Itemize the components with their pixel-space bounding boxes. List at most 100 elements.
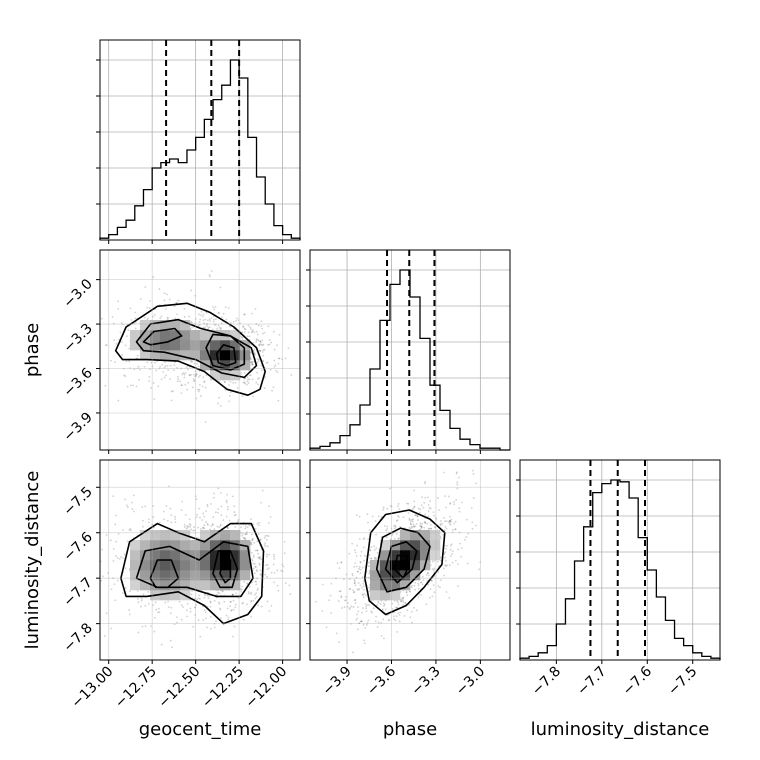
scatter-point [256,377,259,380]
scatter-point [449,548,452,551]
scatter-point [256,540,259,543]
scatter-point [216,594,219,596]
scatter-point [153,526,155,529]
scatter-point [369,557,372,560]
density-cell [380,590,391,601]
contour-level-0 [114,302,266,396]
hist-background [100,40,300,240]
density-cell [220,580,231,591]
scatter-point [198,388,201,391]
contour-level-3 [212,550,239,589]
scatter-point [405,502,408,505]
scatter-point [437,571,440,573]
scatter-point [437,497,439,499]
scatter-point [169,612,172,615]
scatter-point [244,525,247,528]
scatter-point [246,533,248,535]
scatter-point [240,336,243,339]
scatter-point [321,610,324,612]
scatter-point [150,625,152,628]
x-tick-label: −3.0 [453,664,488,699]
scatter-point [257,324,260,327]
scatter-point [260,573,263,576]
scatter-point [254,527,257,530]
scatter-point [187,381,190,384]
scatter-point [126,540,129,543]
scatter-point [220,617,222,619]
scatter-point [232,599,235,602]
scatter-point [248,585,251,588]
density-frame [309,459,511,661]
scatter-point [173,364,176,367]
density-cell [230,340,241,351]
scatter-point [397,538,400,541]
scatter-point [402,601,405,604]
density-cell [210,350,221,361]
scatter-point [188,315,190,318]
scatter-point [239,374,242,376]
scatter-point [382,508,385,511]
scatter-point [152,315,155,318]
scatter-point [404,601,407,604]
density-cell [210,570,221,581]
scatter-point [240,590,242,593]
scatter-point [408,590,411,593]
scatter-point [103,635,106,637]
scatter-point [373,556,376,559]
scatter-point [109,539,112,542]
scatter-point [201,605,204,608]
scatter-point [450,518,453,521]
scatter-point [275,369,277,372]
scatter-point [359,568,362,571]
scatter-point [472,473,475,475]
scatter-point [218,312,220,315]
scatter-point [460,547,463,549]
scatter-point [170,399,173,402]
scatter-point [413,500,416,503]
scatter-point [227,307,230,309]
scatter-point [254,562,256,565]
density-cell [220,350,231,361]
scatter-point [358,588,361,590]
scatter-point [368,529,371,531]
scatter-point [361,593,364,596]
scatter-point [244,377,246,380]
scatter-point [117,300,119,303]
density-cell [420,550,431,561]
scatter-point [235,319,237,322]
x-tick-label: −12.75 [112,664,160,712]
scatter-point [199,395,202,398]
scatter-point [373,545,376,548]
scatter-point [340,561,343,564]
scatter-point [173,305,176,308]
scatter-point [206,503,209,506]
density-cell [140,570,151,581]
density-cell [200,570,211,581]
scatter-point [432,584,435,586]
scatter-point [91,341,93,343]
scatter-point [174,521,177,524]
scatter-point [347,602,349,604]
density-panel-geocent-time-vs-phase: −3.9 −3.6 −3.3 −3.0 [60,249,301,454]
scatter-point [343,606,346,609]
density-cell [390,580,401,591]
scatter-point [246,526,249,529]
scatter-point [170,521,173,524]
scatter-point [265,564,267,567]
scatter-point [203,515,206,518]
scatter-point [375,547,378,550]
density-cell [160,540,171,551]
scatter-point [407,502,410,505]
scatter-point [243,313,246,316]
scatter-point [453,500,455,503]
scatter-point [339,590,342,593]
scatter-point [242,536,245,539]
hist-frame [309,249,511,451]
scatter-point [148,380,150,382]
scatter-point [243,377,246,380]
scatter-point [377,602,380,604]
scatter-point [445,527,448,530]
scatter-point [246,376,249,379]
scatter-point [203,527,206,530]
scatter-point [219,523,222,526]
